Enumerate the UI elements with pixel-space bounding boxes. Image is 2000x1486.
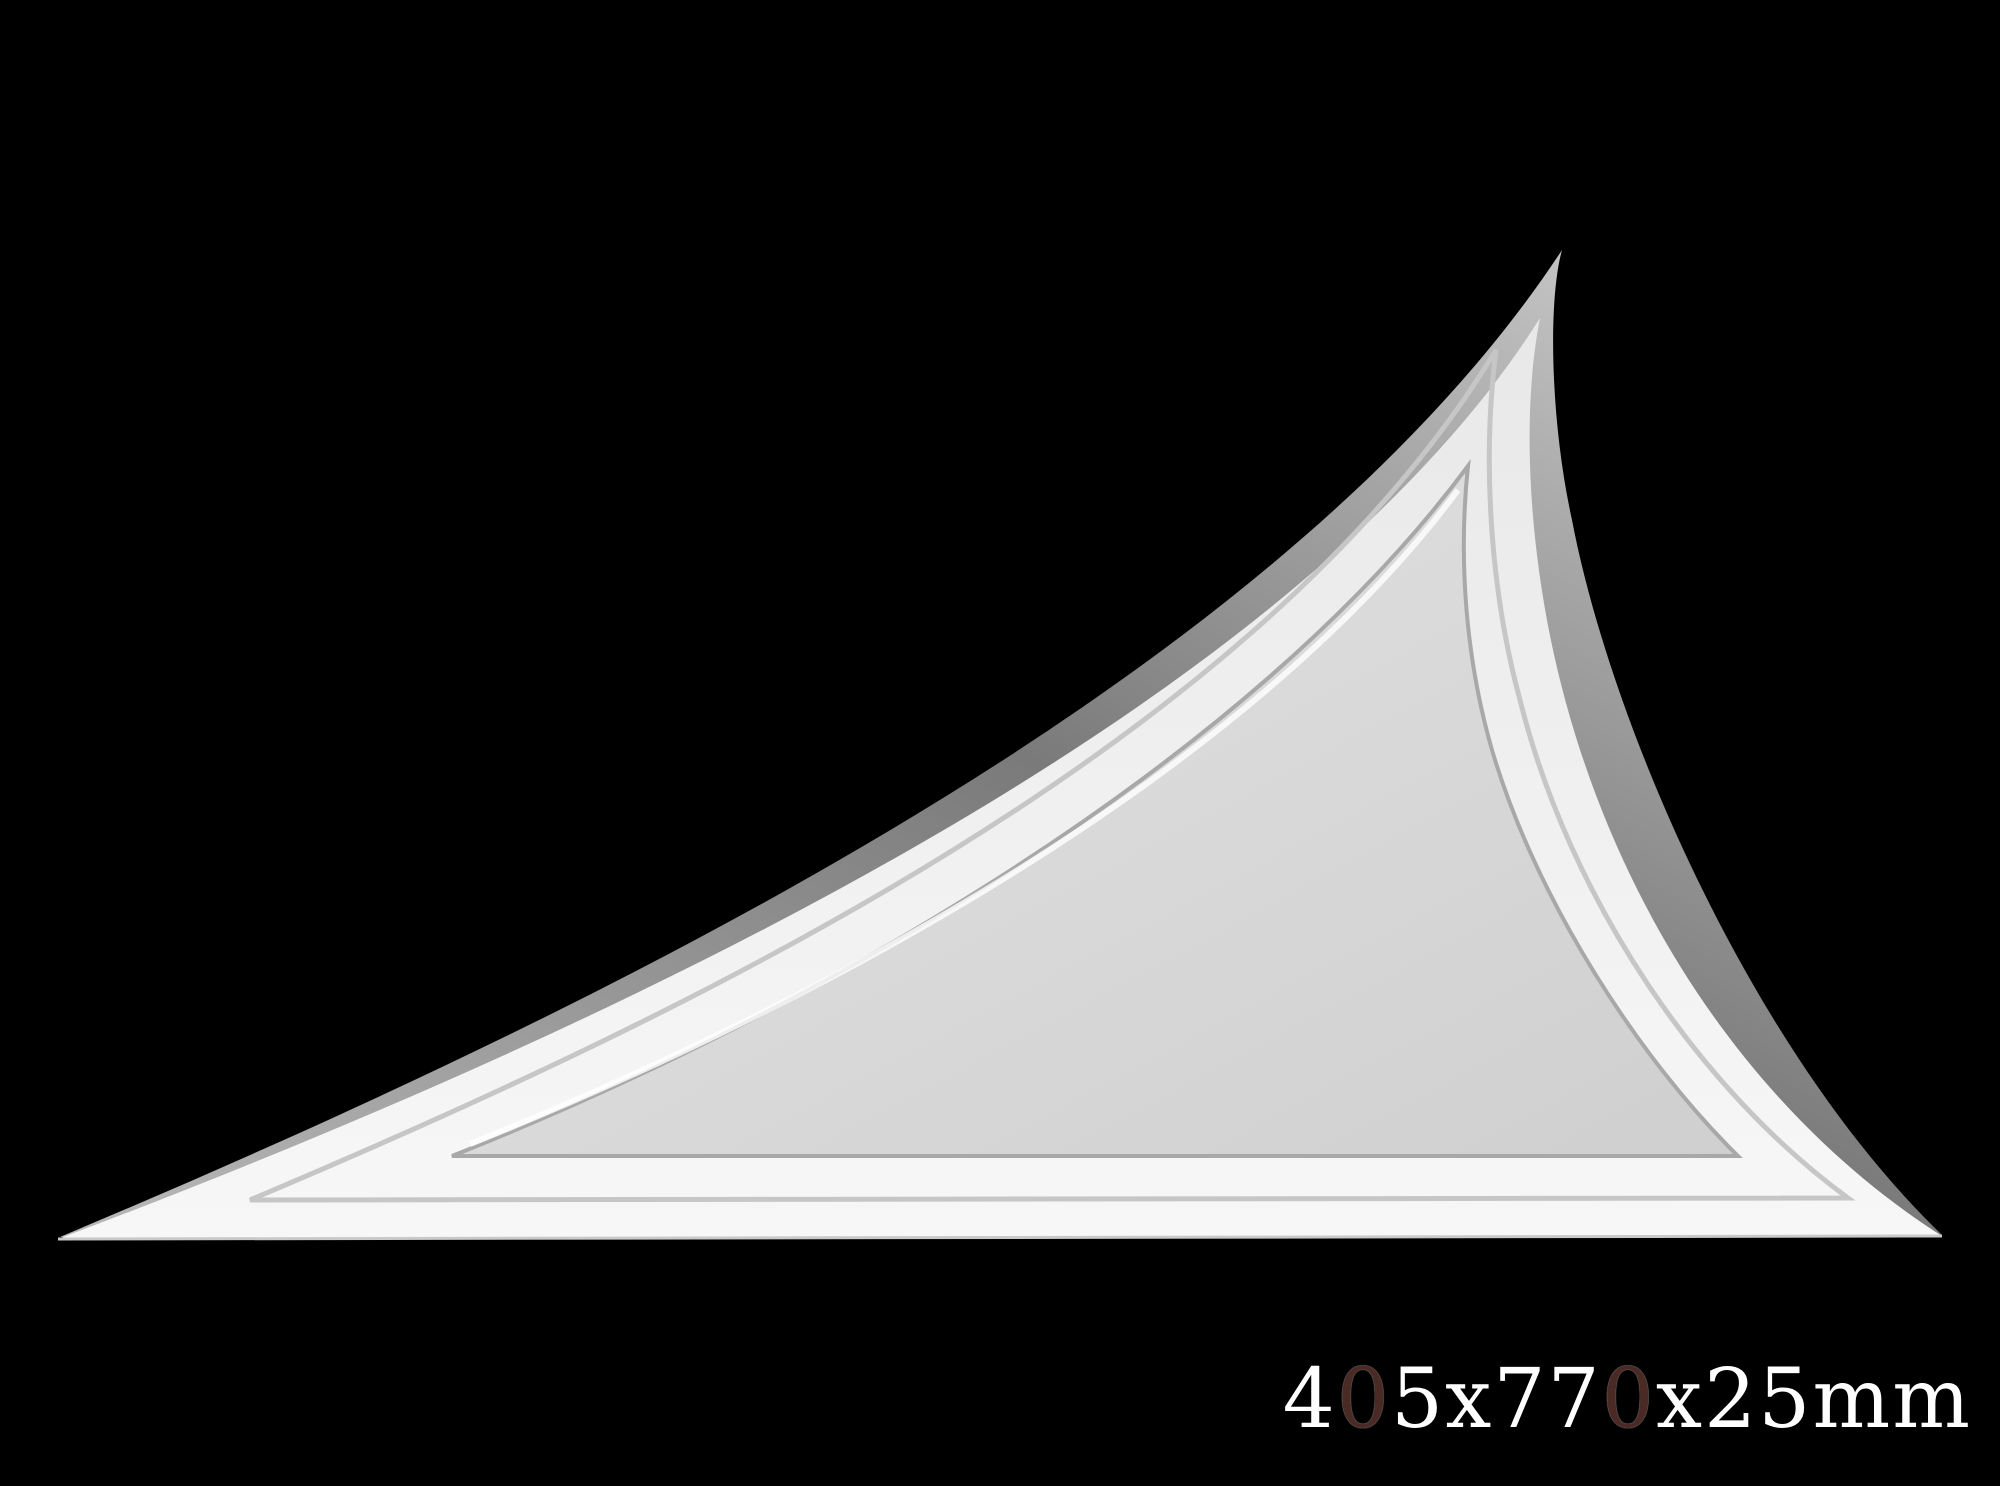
dimensions-label: 4 0 5x77 0 x25mm xyxy=(1283,1350,1972,1450)
dimensions-accent-1: 0 xyxy=(1336,1352,1391,1447)
dimensions-part-1: 4 xyxy=(1282,1352,1337,1447)
panel-inner-bevel xyxy=(468,488,1461,1147)
panel-base-edge xyxy=(57,1234,1943,1241)
dimensions-accent-2: 0 xyxy=(1601,1352,1656,1447)
dimensions-part-2: 5x77 xyxy=(1390,1352,1602,1447)
panel-frame-step xyxy=(249,348,1856,1203)
dimensions-part-3: x25mm xyxy=(1655,1352,1972,1447)
